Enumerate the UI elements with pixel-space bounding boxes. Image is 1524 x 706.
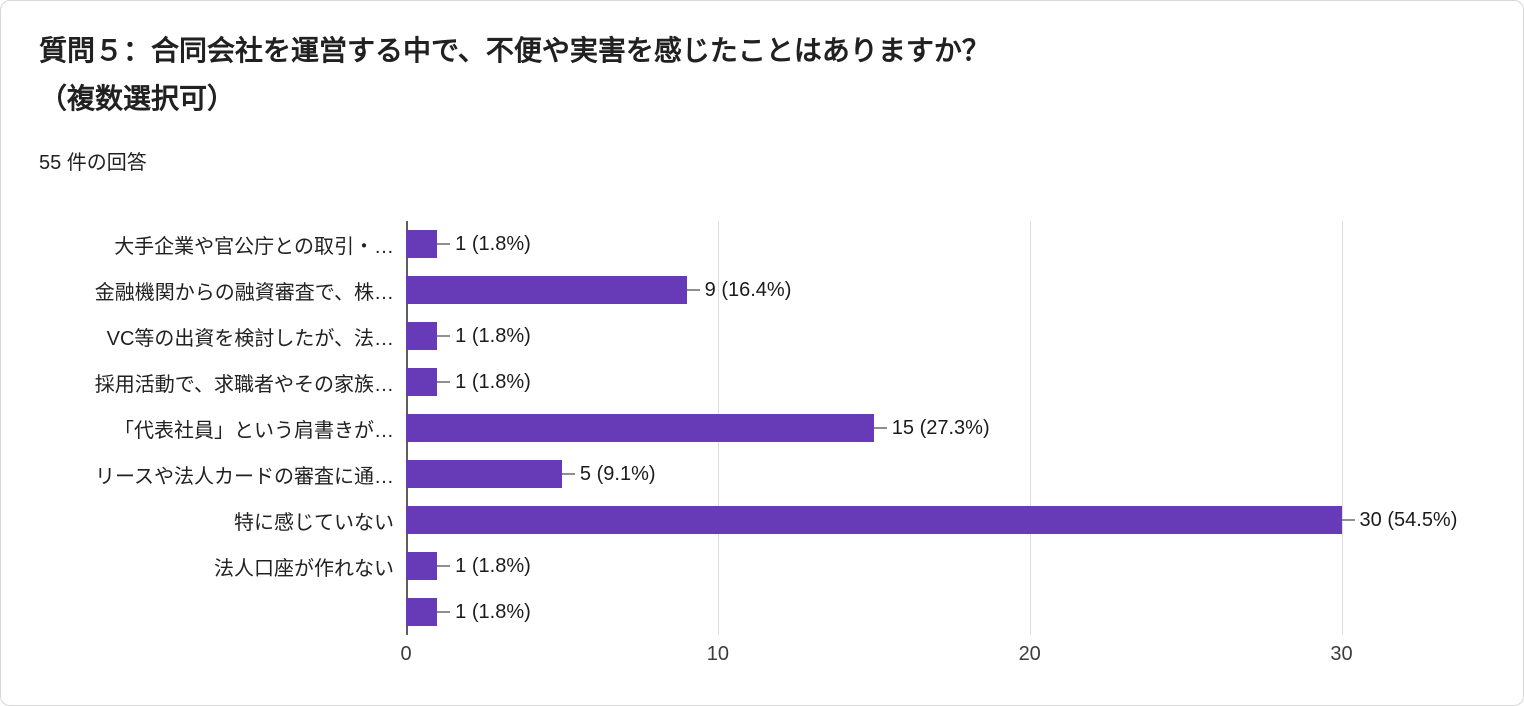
bar xyxy=(406,368,438,397)
annotation-text: 1 (1.8%) xyxy=(455,232,531,255)
row-plot: 1 (1.8%) xyxy=(406,221,1485,267)
annotation-text: 5 (9.1%) xyxy=(579,462,656,485)
chart-title: 質問５：合同会社を運営する中で、不便や実害を感じたことはありますか？ （複数選択… xyxy=(39,35,990,114)
row-label: 大手企業や官公庁との取引・… xyxy=(114,235,394,258)
annotation-connector xyxy=(561,473,575,476)
value-annotation: 1 (1.8%) xyxy=(437,233,531,256)
value-annotation: 15 (27.3%) xyxy=(873,416,990,440)
annotation-connector xyxy=(437,565,451,568)
bar xyxy=(406,506,1342,535)
bar xyxy=(406,552,438,581)
chart-row: 採用活動で、求職者やその家族… 1 (1.8%) xyxy=(39,359,1485,405)
bar xyxy=(406,230,438,259)
row-label: 採用活動で、求職者やその家族… xyxy=(94,373,394,396)
response-count: 55 件の回答 xyxy=(39,152,147,175)
row-label: リースや法人カードの審査に通… xyxy=(95,465,394,488)
value-annotation: 5 (9.1%) xyxy=(561,462,656,486)
row-label: 特に感じていない xyxy=(234,511,394,534)
gridline xyxy=(1341,221,1343,636)
chart-row: 大手企業や官公庁との取引・… 1 (1.8%) xyxy=(39,221,1485,267)
annotation-text: 1 (1.8%) xyxy=(455,324,531,347)
bar xyxy=(406,598,438,627)
chart-row: 1 (1.8%) xyxy=(39,589,1485,635)
value-annotation: 1 (1.8%) xyxy=(437,325,531,348)
row-plot: 1 (1.8%) xyxy=(406,313,1485,359)
row-label: 金融機関からの融資審査で、株… xyxy=(94,281,394,304)
annotation-text: 30 (54.5%) xyxy=(1359,508,1458,531)
row-plot: 5 (9.1%) xyxy=(406,451,1485,497)
x-tick-label: 30 xyxy=(1330,643,1353,666)
value-annotation: 1 (1.8%) xyxy=(437,601,531,624)
x-axis: 0 10 20 30 xyxy=(400,635,1485,667)
annotation-connector xyxy=(873,427,887,430)
bar xyxy=(406,460,562,489)
chart-row: VC等の出資を検討したが、法… 1 (1.8%) xyxy=(39,313,1485,359)
row-label: 法人口座が作れない xyxy=(214,557,394,580)
row-label: VC等の出資を検討したが、法… xyxy=(106,327,394,350)
annotation-text: 1 (1.8%) xyxy=(455,554,531,577)
value-annotation: 9 (16.4%) xyxy=(686,278,792,302)
x-tick-label: 10 xyxy=(706,643,729,666)
x-tick-label: 20 xyxy=(1018,643,1041,666)
row-plot: 1 (1.8%) xyxy=(406,359,1485,405)
chart-row: リースや法人カードの審査に通… 5 (9.1%) xyxy=(39,451,1485,497)
value-annotation: 1 (1.8%) xyxy=(437,371,531,394)
chart-row: 「代表社員」という肩書きが… 15 (27.3%) xyxy=(39,405,1485,451)
row-plot: 15 (27.3%) xyxy=(406,405,1485,451)
annotation-text: 1 (1.8%) xyxy=(455,600,531,623)
annotation-connector xyxy=(437,381,451,384)
annotation-connector xyxy=(1341,519,1355,522)
row-label: 「代表社員」という肩書きが… xyxy=(114,419,394,442)
annotation-text: 15 (27.3%) xyxy=(891,416,990,439)
bar xyxy=(406,276,687,305)
value-annotation: 1 (1.8%) xyxy=(437,555,531,578)
annotation-text: 1 (1.8%) xyxy=(455,370,531,393)
bar xyxy=(406,414,874,443)
row-plot: 9 (16.4%) xyxy=(406,267,1485,313)
row-plot: 30 (54.5%) xyxy=(406,497,1485,543)
gridline xyxy=(1029,221,1031,636)
bar-chart: 大手企業や官公庁との取引・… 1 (1.8%) 金融機関からの融資審査で、株… 9 (… xyxy=(39,221,1485,667)
bar xyxy=(406,322,438,351)
row-plot: 1 (1.8%) xyxy=(406,543,1485,589)
chart-rows: 大手企業や官公庁との取引・… 1 (1.8%) 金融機関からの融資審査で、株… 9 (… xyxy=(39,221,1485,635)
row-plot: 1 (1.8%) xyxy=(406,589,1485,635)
value-annotation: 30 (54.5%) xyxy=(1341,508,1458,532)
chart-row: 特に感じていない 30 (54.5%) xyxy=(39,497,1485,543)
annotation-text: 9 (16.4%) xyxy=(704,278,792,301)
annotation-connector xyxy=(437,611,451,614)
annotation-connector xyxy=(437,335,451,338)
annotation-connector xyxy=(437,243,451,246)
annotation-connector xyxy=(686,289,700,292)
x-tick-label: 0 xyxy=(400,643,412,666)
chart-row: 法人口座が作れない 1 (1.8%) xyxy=(39,543,1485,589)
chart-row: 金融機関からの融資審査で、株… 9 (16.4%) xyxy=(39,267,1485,313)
